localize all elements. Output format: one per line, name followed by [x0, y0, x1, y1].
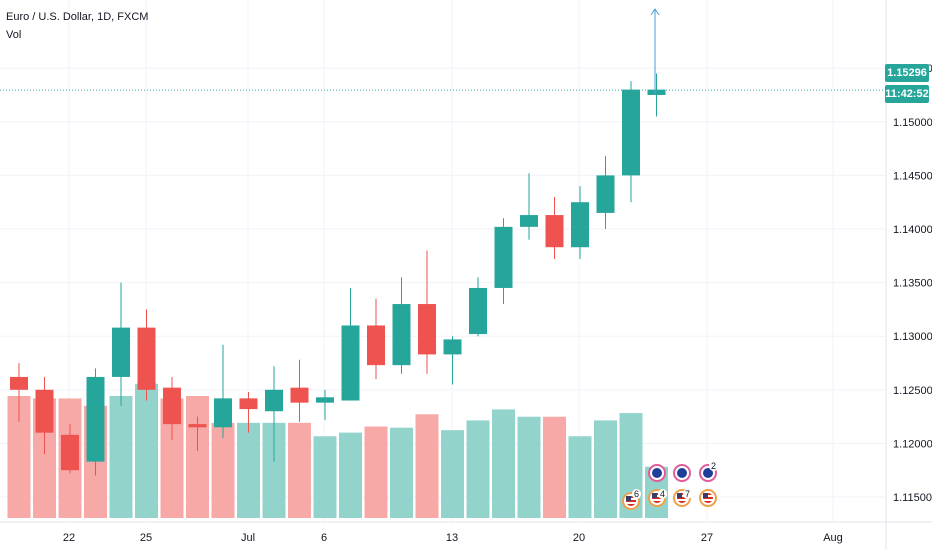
volume-bar: [364, 426, 388, 518]
time-tick-label: 6: [321, 532, 327, 544]
price-tick-label: 1.12500: [893, 385, 932, 397]
time-tick-label: 22: [63, 532, 75, 544]
candle-body: [647, 89, 666, 95]
volume-bar: [492, 409, 515, 518]
volume-bar: [517, 416, 541, 518]
candle-body: [290, 387, 309, 403]
event-count-badge: 6: [632, 489, 642, 499]
candle-body: [520, 215, 538, 227]
us-flag-graphic: [652, 493, 662, 503]
candle-body: [239, 398, 258, 410]
candle-body: [418, 304, 436, 355]
us-flag-graphic: [626, 496, 636, 506]
volume-bar: [594, 420, 617, 518]
candle-body: [367, 325, 385, 366]
eu-flag-graphic: [652, 468, 662, 478]
candle-body: [622, 89, 640, 176]
candle-body: [443, 339, 462, 355]
price-tick-label: 1.13000: [893, 331, 932, 343]
chart-legend: Euro / U.S. Dollar, 1D, FXCM Vol: [6, 8, 148, 44]
candle-body: [112, 327, 130, 377]
current-price-label: 1.15296: [885, 64, 929, 82]
eu-flag-icon[interactable]: [673, 464, 691, 482]
us-flag-graphic: [677, 493, 687, 503]
time-tick-label: Aug: [823, 532, 843, 544]
volume-bar: [543, 416, 566, 518]
candle-body: [265, 389, 283, 412]
candle-body: [188, 424, 207, 428]
eu-flag-graphic: [677, 468, 687, 478]
volume-bar: [390, 427, 413, 518]
time-tick-label: 25: [140, 532, 152, 544]
volume-bar: [109, 396, 133, 518]
candle-body: [86, 376, 105, 462]
volume-bar: [313, 436, 337, 518]
time-tick-label: 13: [446, 532, 458, 544]
volume-bar: [211, 422, 235, 518]
volume-bar: [415, 414, 439, 518]
projection-arrow-head: [650, 8, 660, 16]
price-tick-label: 1.14000: [893, 224, 932, 236]
candle-body: [214, 398, 232, 428]
candle-body: [596, 175, 615, 213]
volume-bar: [262, 422, 286, 518]
volume-bar: [441, 430, 464, 518]
candle-body: [571, 202, 589, 248]
volume-bar: [7, 396, 31, 518]
us-flag-icon[interactable]: [699, 489, 717, 507]
candle-body: [61, 434, 79, 471]
us-flag-graphic: [703, 493, 713, 503]
eu-flag-icon[interactable]: [648, 464, 666, 482]
candle-body: [469, 287, 487, 335]
volume-bar: [466, 420, 490, 518]
volume-bar: [160, 398, 184, 518]
volume-bar: [568, 436, 592, 518]
price-tick-label: 1.11500: [893, 492, 932, 504]
candle-body: [392, 304, 411, 366]
bar-countdown-label: 11:42:52: [885, 85, 929, 103]
volume-bar: [237, 422, 260, 518]
time-tick-label: Jul: [241, 532, 255, 544]
candle-body: [137, 327, 156, 390]
volume-bar: [288, 422, 311, 518]
time-tick-label: 20: [573, 532, 585, 544]
candle-body: [163, 387, 181, 425]
volume-indicator-label: Vol: [6, 29, 22, 41]
candle-body: [494, 226, 513, 288]
candle-body: [35, 389, 54, 433]
price-tick-label: 1.12000: [893, 438, 932, 450]
eu-flag-graphic: [703, 468, 713, 478]
event-count-badge: 7: [683, 489, 693, 499]
candle-body: [316, 397, 334, 403]
event-count-badge: 4: [658, 489, 668, 499]
price-tick-label: 1.15000: [893, 117, 932, 129]
candle-body: [545, 215, 564, 248]
volume-bar: [186, 396, 209, 518]
symbol-title: Euro / U.S. Dollar, 1D, FXCM: [6, 11, 149, 23]
time-tick-label: 27: [701, 532, 713, 544]
price-tick-label: 1.13500: [893, 278, 932, 290]
price-tick-label: 1.14500: [893, 170, 932, 182]
candle-body: [10, 376, 28, 390]
volume-bar: [135, 383, 158, 518]
event-count-badge: 2: [709, 461, 719, 471]
volume-bar: [339, 432, 362, 518]
candle-body: [341, 325, 360, 401]
